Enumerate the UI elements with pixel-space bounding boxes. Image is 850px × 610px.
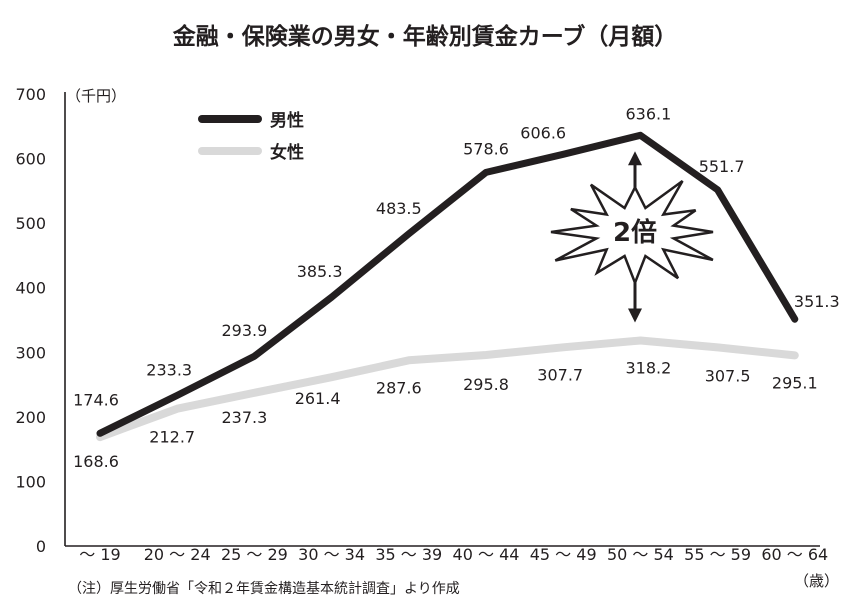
data-label-male: 233.3	[146, 360, 192, 379]
x-tick-label: ～ 19	[79, 545, 120, 564]
x-axis-unit: （歳）	[794, 572, 839, 590]
y-tick-label: 100	[15, 472, 46, 491]
data-label-female: 237.3	[221, 408, 267, 427]
y-tick-label: 0	[36, 537, 46, 556]
ratio-arrow-head-up	[628, 151, 642, 166]
data-label-male: 606.6	[520, 123, 566, 142]
data-label-male: 551.7	[699, 157, 745, 176]
x-tick-label: 55 ～ 59	[684, 545, 751, 564]
x-tick-label: 50 ～ 54	[607, 545, 674, 564]
data-label-female: 261.4	[295, 389, 341, 408]
y-axis-unit: （千円）	[66, 87, 126, 105]
y-tick-label: 300	[15, 343, 46, 362]
data-label-male: 636.1	[625, 104, 671, 123]
data-label-male: 385.3	[297, 262, 343, 281]
data-label-female: 295.1	[772, 373, 818, 392]
source-note: （注）厚生労働省「令和２年賃金構造基本統計調査」より作成	[68, 580, 460, 597]
x-tick-label: 35 ～ 39	[375, 545, 442, 564]
y-tick-label: 400	[15, 279, 46, 298]
x-tick-label: 30 ～ 34	[298, 545, 365, 564]
data-label-female: 287.6	[376, 378, 422, 397]
data-label-male: 174.6	[73, 390, 119, 409]
data-label-female: 318.2	[625, 359, 671, 378]
starburst-callout	[550, 179, 714, 287]
series-line-male	[96, 131, 799, 437]
legend-label-female: 女性	[270, 142, 304, 163]
data-label-female: 295.8	[463, 375, 509, 394]
data-label-male: 578.6	[463, 139, 509, 158]
y-tick-label: 700	[15, 85, 46, 104]
y-tick-label: 200	[15, 408, 46, 427]
data-label-male: 351.3	[794, 292, 840, 311]
data-label-female: 168.6	[73, 452, 119, 471]
x-tick-label: 60 ～ 64	[761, 545, 828, 564]
data-label-female: 307.5	[705, 366, 751, 385]
data-label-male: 293.9	[221, 321, 267, 340]
callout-label: 2倍	[613, 217, 657, 248]
x-tick-label: 40 ～ 44	[453, 545, 520, 564]
legend-label-male: 男性	[270, 110, 304, 131]
plot-layer: 0 100 200 300 400 500 600 700 ～ 19 20 ～ 24 25 ～ 29…	[15, 85, 839, 564]
x-tick-label: 20 ～ 24	[144, 545, 211, 564]
series-line-female	[96, 336, 799, 442]
data-label-female: 307.7	[537, 365, 583, 384]
x-tick-label: 45 ～ 49	[530, 545, 597, 564]
chart-title: 金融・保険業の男女・年齢別賃金カーブ（月額）	[172, 23, 678, 50]
y-tick-label: 600	[15, 150, 46, 169]
data-label-male: 483.5	[376, 199, 422, 218]
data-label-female: 212.7	[149, 428, 195, 447]
ratio-arrow-head-down	[628, 308, 642, 323]
y-tick-label: 500	[15, 214, 46, 233]
x-tick-label: 25 ～ 29	[221, 545, 288, 564]
